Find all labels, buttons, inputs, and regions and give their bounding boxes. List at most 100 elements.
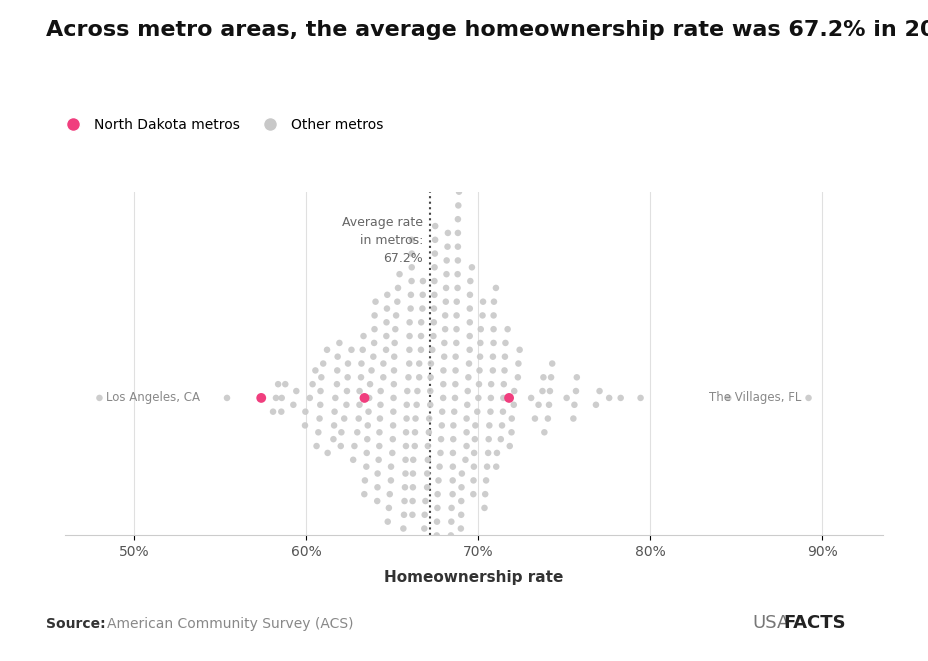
Point	[466, 461, 481, 472]
Point	[483, 407, 497, 417]
Point	[311, 427, 326, 438]
Point	[454, 496, 469, 506]
Point	[355, 330, 370, 341]
Text: Average rate
in metros:
67.2%: Average rate in metros: 67.2%	[342, 216, 422, 265]
Point	[397, 468, 412, 479]
Point	[488, 461, 503, 472]
Point	[422, 399, 437, 410]
Point	[328, 393, 342, 403]
Point	[460, 372, 475, 383]
Point	[462, 303, 477, 314]
Point	[427, 249, 442, 259]
Point	[467, 434, 482, 444]
Point	[426, 317, 441, 328]
Point	[402, 317, 417, 328]
Point	[380, 290, 394, 300]
Point	[446, 407, 461, 417]
Point	[452, 159, 467, 169]
Point	[493, 434, 508, 444]
Point	[479, 461, 494, 472]
Text: American Community Survey (ACS): American Community Survey (ACS)	[107, 617, 353, 631]
Point	[405, 496, 419, 506]
Point	[411, 358, 426, 369]
Point	[333, 427, 348, 438]
Point	[453, 510, 468, 520]
Point	[435, 393, 450, 403]
Point	[437, 324, 452, 334]
Point	[436, 352, 451, 362]
Point	[466, 489, 481, 500]
Point	[448, 310, 463, 321]
Point	[485, 324, 500, 334]
Point	[536, 427, 551, 438]
Point	[379, 344, 393, 355]
Point	[462, 344, 477, 355]
Point	[633, 393, 648, 403]
Point	[390, 283, 405, 293]
Point	[265, 407, 280, 417]
Point	[383, 461, 398, 472]
Point	[413, 330, 428, 341]
Point	[286, 399, 301, 410]
Point	[381, 502, 396, 513]
Point	[392, 269, 406, 280]
Point	[326, 434, 341, 444]
Point	[488, 283, 503, 293]
Point	[543, 372, 558, 383]
Point	[320, 447, 335, 458]
Point	[366, 352, 380, 362]
Point	[474, 310, 489, 321]
Point	[373, 386, 388, 397]
Point	[443, 530, 458, 541]
Point	[379, 317, 393, 328]
Point	[360, 420, 375, 431]
Point	[339, 399, 354, 410]
Point	[404, 249, 419, 259]
Point	[458, 427, 473, 438]
Point	[382, 489, 397, 500]
Point	[358, 461, 373, 472]
Point	[464, 262, 479, 272]
Text: Los Angeles, CA: Los Angeles, CA	[106, 391, 200, 405]
Point	[447, 379, 462, 389]
Point	[422, 386, 437, 397]
Point	[405, 468, 419, 479]
Point	[434, 407, 449, 417]
Point	[462, 290, 477, 300]
Point	[343, 344, 358, 355]
Point	[458, 455, 472, 465]
Point	[450, 283, 465, 293]
Point	[541, 399, 556, 410]
Point	[601, 393, 616, 403]
Point	[485, 338, 500, 348]
Point	[485, 352, 500, 362]
Point	[420, 441, 435, 451]
Point	[418, 496, 432, 506]
Point	[436, 338, 451, 348]
Point	[423, 372, 438, 383]
Point	[427, 276, 442, 286]
Point	[542, 386, 557, 397]
Point	[372, 413, 387, 424]
Point	[442, 571, 457, 582]
Point	[462, 330, 477, 341]
Point	[373, 399, 388, 410]
Point	[388, 310, 403, 321]
Point	[393, 551, 407, 561]
Point	[401, 372, 416, 383]
Point	[496, 393, 510, 403]
Point	[417, 524, 432, 534]
Point	[329, 379, 344, 389]
Point	[407, 413, 422, 424]
Point	[451, 173, 466, 183]
Point	[359, 447, 374, 458]
Point	[450, 255, 465, 266]
Point	[390, 296, 405, 307]
Point	[477, 489, 492, 500]
Point	[304, 379, 319, 389]
Point	[313, 386, 328, 397]
Point	[504, 427, 519, 438]
Point	[406, 441, 421, 451]
Point	[219, 393, 234, 403]
Point	[565, 413, 580, 424]
